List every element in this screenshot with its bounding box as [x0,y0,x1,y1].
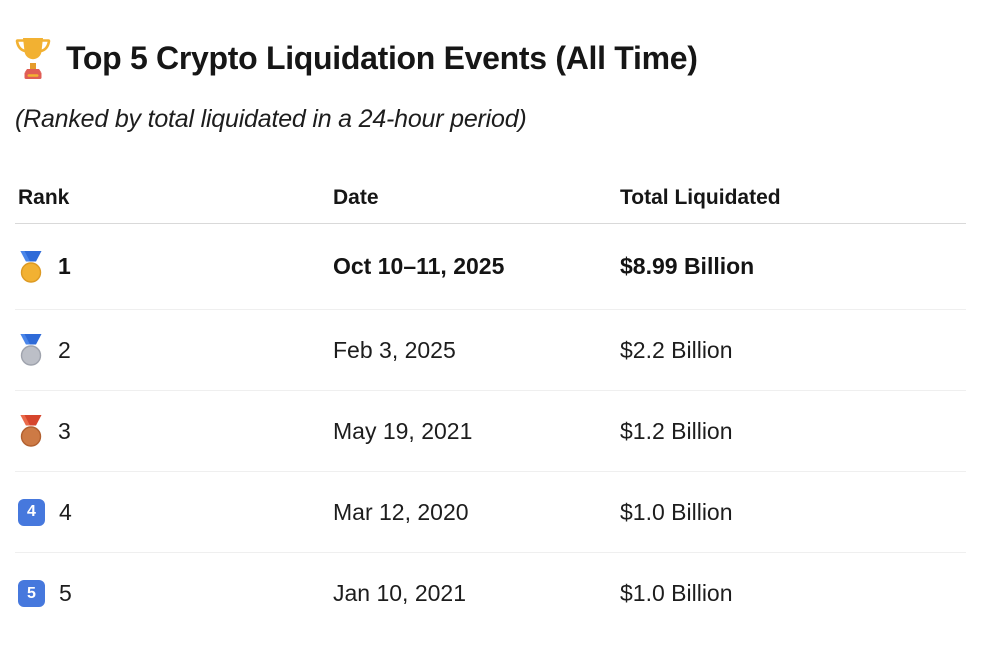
date-cell: Feb 3, 2025 [333,336,456,363]
title-row: Top 5 Crypto Liquidation Events (All Tim… [15,36,966,80]
rank-cell: 5 5 [18,580,333,607]
rank-number: 4 [59,498,72,525]
column-header-rank: Rank [18,185,70,209]
rank-cell: 1 [18,250,333,284]
rank-number: 1 [58,253,71,279]
page-title: Top 5 Crypto Liquidation Events (All Tim… [66,39,698,76]
table-row: 4 4 Mar 12, 2020 $1.0 Billion [15,472,966,553]
table-row: 3 May 19, 2021 $1.2 Billion [15,391,966,472]
total-cell: $1.0 Billion [620,580,733,606]
rank-number: 5 [59,580,72,606]
trophy-icon [15,38,51,79]
date-cell: Jan 10, 2021 [333,580,467,606]
column-header-date: Date [333,185,379,209]
table-header-row: Rank Date Total Liquidated [15,172,966,224]
column-header-total: Total Liquidated [620,185,781,209]
date-cell: May 19, 2021 [333,417,473,444]
blue-number-badge-icon: 4 [18,498,45,526]
date-cell: Oct 10–11, 2025 [333,253,505,279]
page-subtitle: (Ranked by total liquidated in a 24-hour… [15,105,527,133]
bronze-medal-icon [20,415,42,447]
gold-medal-icon [20,250,42,283]
rank-cell: 2 [18,333,333,367]
rank-number: 2 [58,336,71,363]
blue-number-badge-icon: 5 [18,580,45,607]
liquidation-table: Rank Date Total Liquidated 1 Oct 10–11, … [15,172,966,634]
rank-cell: 3 [18,414,333,448]
rank-number: 3 [58,417,71,444]
total-cell: $1.2 Billion [620,417,733,444]
total-cell: $8.99 Billion [620,253,755,279]
document-page: Top 5 Crypto Liquidation Events (All Tim… [15,36,966,634]
date-cell: Mar 12, 2020 [333,498,469,525]
total-cell: $1.0 Billion [620,498,733,525]
rank-cell: 4 4 [18,498,333,526]
total-cell: $2.2 Billion [620,336,733,363]
silver-medal-icon [20,334,42,366]
table-row: 5 5 Jan 10, 2021 $1.0 Billion [15,553,966,634]
trophy-stem [30,63,36,69]
table-row: 1 Oct 10–11, 2025 $8.99 Billion [15,224,966,310]
table-row: 2 Feb 3, 2025 $2.2 Billion [15,310,966,391]
